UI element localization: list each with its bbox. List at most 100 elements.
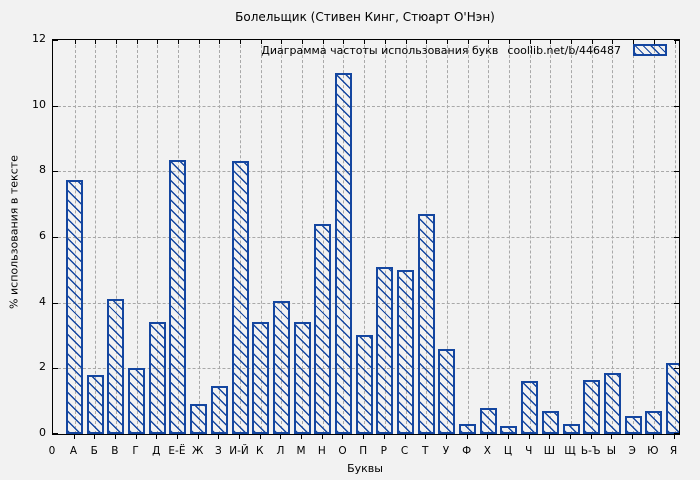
v-gridline — [95, 40, 97, 434]
bar — [272, 301, 290, 434]
h-gridline — [53, 237, 679, 238]
x-tick-mark — [633, 40, 635, 44]
v-gridline — [302, 40, 304, 434]
bar — [562, 424, 580, 434]
x-tick-label: Щ — [564, 445, 576, 457]
bar — [293, 322, 311, 434]
x-tick-mark — [301, 435, 303, 439]
bar — [210, 386, 228, 434]
plot-area: Диаграмма частоты использования букв coo… — [52, 39, 680, 435]
v-gridline — [115, 40, 117, 434]
x-tick-mark — [218, 435, 220, 439]
v-gridline — [612, 40, 614, 434]
y-tick-mark — [674, 40, 679, 41]
v-gridline — [260, 40, 262, 434]
x-tick-mark — [487, 435, 489, 439]
v-gridline — [508, 40, 510, 434]
bar — [148, 322, 166, 434]
x-tick-label: А — [69, 445, 78, 457]
y-tick-label: 6 — [39, 229, 46, 242]
x-tick-label: Л — [276, 445, 285, 457]
x-tick-mark — [467, 40, 469, 44]
y-tick-label: 0 — [39, 426, 46, 439]
x-tick-label: Ю — [647, 445, 659, 457]
v-gridline — [446, 40, 448, 434]
x-tick-label: Ч — [525, 445, 533, 457]
x-tick-mark — [219, 40, 221, 44]
x-tick-mark — [177, 40, 179, 44]
x-tick-mark — [445, 435, 447, 439]
bar — [190, 404, 208, 434]
y-tick-label: 4 — [39, 294, 46, 308]
x-tick-mark — [508, 40, 510, 44]
x-tick-label: К — [255, 445, 264, 457]
v-gridline — [488, 40, 490, 434]
x-tick-mark — [611, 435, 613, 439]
x-tick-mark — [198, 40, 200, 44]
y-tick-mark — [53, 302, 58, 304]
bar — [128, 368, 146, 434]
x-axis-title: Буквы — [347, 462, 383, 475]
y-tick-mark — [674, 368, 679, 370]
v-gridline — [633, 40, 635, 434]
x-tick-mark — [488, 40, 490, 44]
x-tick-mark — [383, 435, 385, 439]
x-tick-mark — [549, 435, 551, 439]
origin-label: 0 — [48, 445, 56, 457]
x-tick-mark — [529, 40, 531, 44]
bar — [314, 224, 332, 434]
x-tick-mark — [302, 40, 304, 44]
h-gridline — [53, 105, 679, 107]
v-gridline — [529, 40, 531, 434]
v-gridline — [157, 40, 159, 434]
legend-swatch-icon — [633, 44, 667, 56]
x-tick-mark — [364, 40, 366, 44]
x-tick-mark — [322, 40, 324, 44]
x-tick-mark — [591, 40, 593, 44]
x-tick-mark — [426, 40, 428, 44]
legend: Диаграмма частоты использования букв coo… — [261, 43, 667, 57]
y-tick-mark — [53, 171, 58, 173]
x-tick-mark — [95, 40, 97, 44]
y-tick-mark — [53, 105, 58, 107]
x-tick-label: Э — [628, 445, 636, 457]
bar — [334, 73, 352, 434]
y-tick-mark — [674, 302, 679, 304]
bar — [107, 299, 125, 434]
x-tick-label: Х — [483, 445, 491, 457]
v-gridline — [198, 40, 200, 434]
legend-label: Диаграмма частоты использования букв — [261, 43, 499, 57]
x-tick-mark — [321, 435, 323, 439]
x-tick-label: Т — [422, 445, 429, 457]
x-tick-label: И-Й — [229, 445, 249, 457]
bar — [417, 214, 435, 434]
v-gridline — [550, 40, 552, 434]
h-gridline — [53, 302, 679, 304]
bar — [500, 426, 518, 434]
x-tick-mark — [363, 435, 365, 439]
x-tick-mark — [74, 40, 76, 44]
x-tick-label: У — [442, 445, 450, 457]
x-tick-mark — [528, 435, 530, 439]
x-tick-mark — [550, 40, 552, 44]
x-tick-mark — [240, 40, 242, 44]
bar — [521, 381, 539, 434]
x-tick-mark — [632, 435, 634, 439]
x-tick-mark — [114, 435, 116, 439]
v-gridline — [591, 40, 593, 434]
y-tick-mark — [53, 433, 58, 434]
bar — [355, 335, 373, 434]
bar — [666, 363, 679, 434]
x-tick-mark — [260, 40, 262, 44]
x-tick-label: П — [359, 445, 368, 457]
x-tick-label: М — [296, 445, 306, 457]
x-tick-mark — [570, 435, 572, 439]
x-tick-mark — [384, 40, 386, 44]
y-tick-label: 12 — [32, 32, 46, 45]
y-tick-mark — [53, 40, 58, 41]
v-gridline — [281, 40, 283, 434]
x-tick-mark — [612, 40, 614, 44]
x-tick-label: Ь-Ъ — [580, 445, 601, 457]
y-tick-mark — [53, 237, 58, 238]
